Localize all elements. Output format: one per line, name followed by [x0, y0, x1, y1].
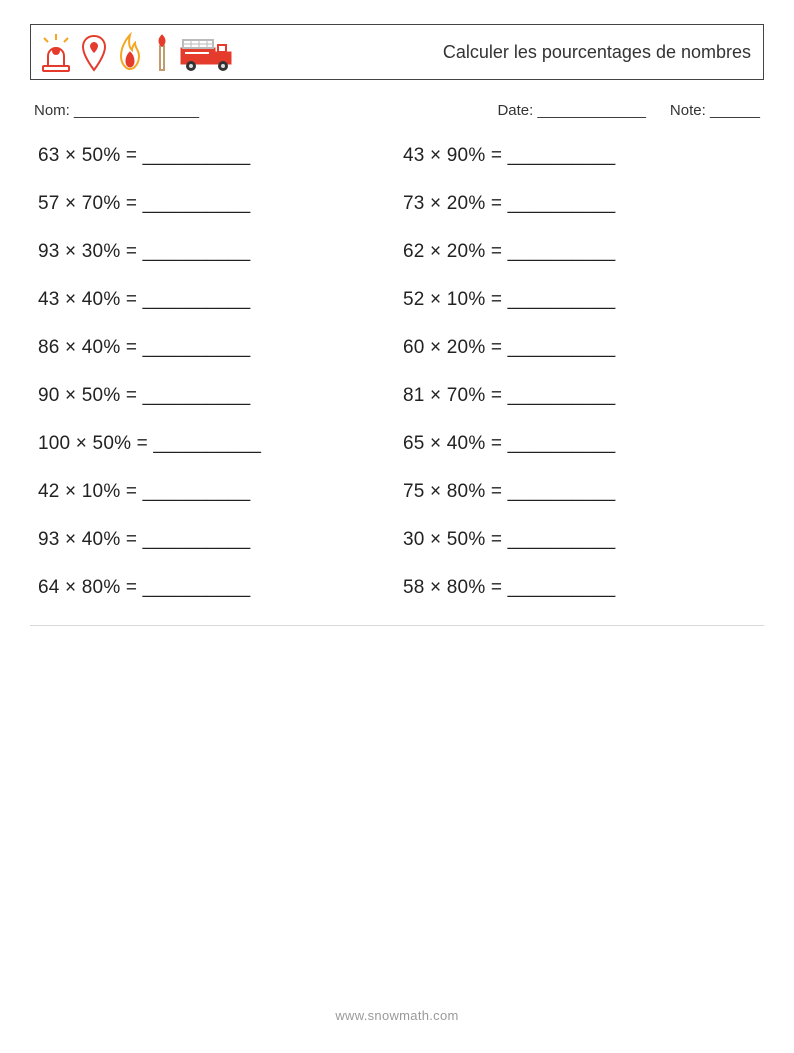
footer-divider	[30, 625, 764, 626]
problem-row: 86 × 40% = __________60 × 20% = ________…	[38, 337, 756, 359]
name-field: Nom: _______________	[34, 102, 199, 119]
match-icon	[153, 32, 171, 72]
siren-icon	[39, 32, 73, 72]
problem-right: 75 × 80% = __________	[397, 481, 756, 503]
problem-row: 93 × 30% = __________62 × 20% = ________…	[38, 241, 756, 263]
problems-grid: 63 × 50% = __________43 × 90% = ________…	[30, 145, 764, 599]
problem-left: 64 × 80% = __________	[38, 577, 397, 599]
header-icons	[39, 32, 235, 72]
problem-right: 52 × 10% = __________	[397, 289, 756, 311]
problem-left: 57 × 70% = __________	[38, 193, 397, 215]
problem-left: 90 × 50% = __________	[38, 385, 397, 407]
problem-row: 90 × 50% = __________81 × 70% = ________…	[38, 385, 756, 407]
problem-row: 100 × 50% = __________65 × 40% = _______…	[38, 433, 756, 455]
problem-row: 57 × 70% = __________73 × 20% = ________…	[38, 193, 756, 215]
problem-right: 58 × 80% = __________	[397, 577, 756, 599]
problem-left: 42 × 10% = __________	[38, 481, 397, 503]
problem-left: 63 × 50% = __________	[38, 145, 397, 167]
problem-row: 64 × 80% = __________58 × 80% = ________…	[38, 577, 756, 599]
problem-right: 43 × 90% = __________	[397, 145, 756, 167]
problem-right: 60 × 20% = __________	[397, 337, 756, 359]
problem-left: 43 × 40% = __________	[38, 289, 397, 311]
problem-left: 93 × 30% = __________	[38, 241, 397, 263]
problem-right: 65 × 40% = __________	[397, 433, 756, 455]
footer-url: www.snowmath.com	[0, 1008, 794, 1023]
problem-row: 63 × 50% = __________43 × 90% = ________…	[38, 145, 756, 167]
date-field: Date: _____________	[497, 102, 645, 119]
problem-left: 100 × 50% = __________	[38, 433, 397, 455]
meta-row: Nom: _______________ Date: _____________…	[34, 102, 760, 119]
problem-right: 73 × 20% = __________	[397, 193, 756, 215]
problem-right: 30 × 50% = __________	[397, 529, 756, 551]
problem-row: 93 × 40% = __________30 × 50% = ________…	[38, 529, 756, 551]
worksheet-title: Calculer les pourcentages de nombres	[443, 42, 751, 63]
problem-row: 42 × 10% = __________75 × 80% = ________…	[38, 481, 756, 503]
firetruck-icon	[179, 32, 235, 72]
problem-right: 62 × 20% = __________	[397, 241, 756, 263]
problem-right: 81 × 70% = __________	[397, 385, 756, 407]
pin-icon	[81, 32, 107, 72]
flame-icon	[115, 32, 145, 72]
problem-row: 43 × 40% = __________52 × 10% = ________…	[38, 289, 756, 311]
header-box: Calculer les pourcentages de nombres	[30, 24, 764, 80]
problem-left: 93 × 40% = __________	[38, 529, 397, 551]
problem-left: 86 × 40% = __________	[38, 337, 397, 359]
note-field: Note: ______	[670, 102, 760, 119]
